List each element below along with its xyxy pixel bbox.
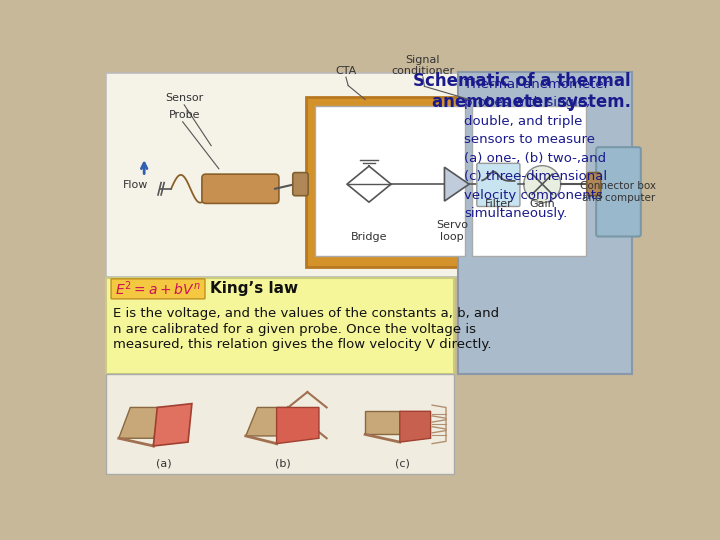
FancyBboxPatch shape xyxy=(587,173,600,195)
Polygon shape xyxy=(153,403,192,446)
Text: Filter: Filter xyxy=(485,199,512,209)
Text: Signal
conditioner: Signal conditioner xyxy=(392,55,454,76)
FancyBboxPatch shape xyxy=(596,147,641,237)
Text: Servo
loop: Servo loop xyxy=(436,220,468,242)
FancyBboxPatch shape xyxy=(106,374,454,475)
FancyBboxPatch shape xyxy=(459,72,632,374)
Text: Gain: Gain xyxy=(529,199,555,209)
Text: CTA: CTA xyxy=(336,66,356,76)
FancyBboxPatch shape xyxy=(306,97,590,267)
FancyBboxPatch shape xyxy=(472,106,586,256)
Circle shape xyxy=(523,166,561,202)
Polygon shape xyxy=(276,408,319,444)
Polygon shape xyxy=(400,411,431,442)
Text: measured, this relation gives the flow velocity V directly.: measured, this relation gives the flow v… xyxy=(113,338,492,351)
Polygon shape xyxy=(444,167,469,201)
Polygon shape xyxy=(365,411,400,434)
FancyBboxPatch shape xyxy=(106,278,454,374)
FancyBboxPatch shape xyxy=(293,173,308,195)
Text: E is the voltage, and the values of the constants a, b, and: E is the voltage, and the values of the … xyxy=(113,307,500,320)
FancyBboxPatch shape xyxy=(106,72,632,276)
Text: (c): (c) xyxy=(395,459,410,469)
Text: Thermal anemometer
probes with single,
double, and triple
sensors to measure
(a): Thermal anemometer probes with single, d… xyxy=(464,78,610,220)
Text: Sensor: Sensor xyxy=(165,93,203,103)
Text: (a): (a) xyxy=(156,459,171,469)
FancyBboxPatch shape xyxy=(111,279,205,299)
Text: (b): (b) xyxy=(275,459,291,469)
FancyBboxPatch shape xyxy=(315,106,465,256)
Text: King’s law: King’s law xyxy=(210,281,299,296)
FancyBboxPatch shape xyxy=(202,174,279,204)
Text: $E^2 = a + bV^n$: $E^2 = a + bV^n$ xyxy=(115,280,201,298)
Polygon shape xyxy=(246,408,288,436)
Polygon shape xyxy=(119,408,165,438)
Text: Bridge: Bridge xyxy=(351,232,387,242)
Text: Connector box
and computer: Connector box and computer xyxy=(580,181,657,202)
FancyBboxPatch shape xyxy=(477,164,520,206)
Text: Schematic of a thermal
anemometer system.: Schematic of a thermal anemometer system… xyxy=(413,72,631,111)
Text: Probe: Probe xyxy=(168,110,200,120)
Text: n are calibrated for a given probe. Once the voltage is: n are calibrated for a given probe. Once… xyxy=(113,323,477,336)
Text: Flow: Flow xyxy=(122,180,148,190)
